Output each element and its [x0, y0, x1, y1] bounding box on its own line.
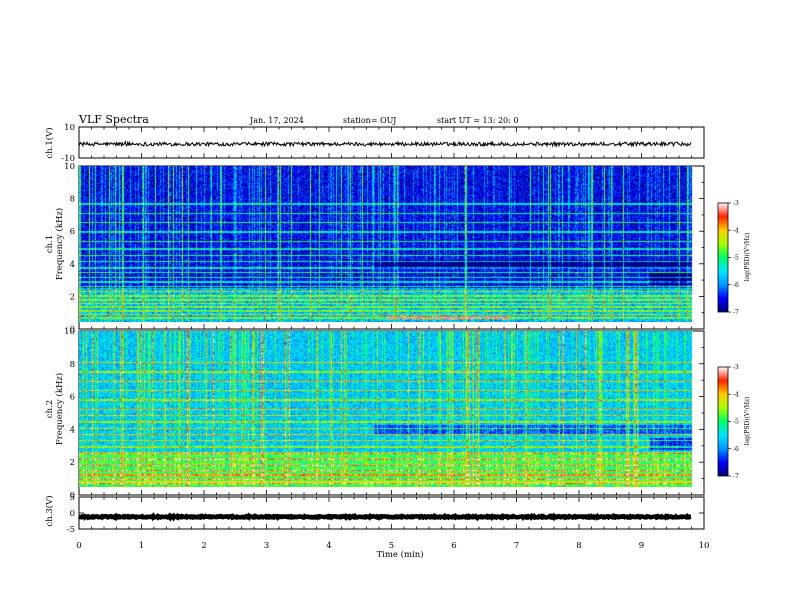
ch2-spectrogram: [79, 331, 693, 487]
y-tick-label: 6: [70, 227, 75, 237]
x-tick-label: 8: [576, 541, 581, 551]
x-tick-label: 4: [326, 541, 331, 551]
x-tick-label: 10: [699, 541, 710, 551]
x-tick-label: 9: [639, 541, 644, 551]
y-tick-label: 4: [70, 260, 75, 270]
colorbar-tick-label: -6: [733, 282, 739, 289]
colorbar-tick-label: -7: [733, 473, 739, 480]
colorbar-tick-label: -4: [733, 391, 739, 398]
x-tick-label: 0: [76, 541, 81, 551]
y-tick-label: -5: [67, 525, 75, 535]
ch1-spectrogram-ylabel: ch.1Frequency (kHz): [45, 208, 65, 280]
station-label: station= OUJ: [343, 116, 396, 125]
colorbar-tick-label: -7: [733, 309, 739, 316]
y-tick-label: 10: [64, 162, 75, 172]
y-tick-label: 2: [70, 292, 75, 302]
x-tick-label: 6: [451, 541, 456, 551]
ch1-waveform-trace: [78, 140, 692, 148]
y-tick-label: 2: [70, 458, 75, 468]
ch1-waveform-panel: [78, 140, 692, 148]
x-tick-label: 2: [201, 541, 206, 551]
y-tick-label: 0: [70, 325, 75, 335]
ch3-waveform-ylabel: ch.3(V): [44, 495, 55, 526]
ch2-colorbar: [717, 366, 729, 477]
colorbar-tick-label: -5: [733, 255, 739, 262]
ch1-waveform-ylabel: ch.1(V): [44, 127, 55, 158]
ch1-colorbar: [717, 202, 729, 313]
x-axis-label: Time (min): [376, 549, 423, 560]
y-tick-label: 8: [70, 360, 75, 370]
start-time-label: start UT = 13: 20: 0: [437, 116, 518, 125]
y-tick-label: 0: [70, 509, 75, 519]
y-tick-label: 0: [70, 491, 75, 501]
colorbar-tick-label: -4: [733, 227, 739, 234]
ch2-spectrogram-ylabel: ch.2Frequency (kHz): [45, 373, 65, 445]
ch3-waveform-panel: [77, 512, 692, 522]
y-tick-label: 8: [70, 195, 75, 205]
colorbar-tick-label: -3: [733, 364, 739, 371]
x-tick-label: 7: [514, 541, 519, 551]
figure-title: VLF Spectra: [78, 113, 149, 126]
ch2-colorbar-label: log(PSD)(V²/Hz): [744, 397, 751, 446]
y-tick-label: 10: [64, 327, 75, 337]
colorbar-tick-label: -5: [733, 419, 739, 426]
y-tick-label: 10: [64, 123, 75, 133]
x-tick-label: 1: [139, 541, 144, 551]
ch1-colorbar-label: log(PSD)(V²/Hz): [744, 233, 751, 282]
y-tick-label: 6: [70, 393, 75, 403]
colorbar-tick-label: -6: [733, 446, 739, 453]
ch3-waveform-trace: [77, 512, 692, 522]
y-tick-label: -10: [61, 154, 75, 164]
y-tick-label: 4: [70, 425, 75, 435]
date-label: Jan. 17, 2024: [249, 116, 304, 125]
ch1-spectrogram: [79, 166, 693, 322]
y-tick-label: 5: [70, 493, 75, 503]
x-tick-label: 5: [389, 541, 394, 551]
x-tick-label: 3: [264, 541, 269, 551]
colorbar-tick-label: -3: [733, 200, 739, 207]
